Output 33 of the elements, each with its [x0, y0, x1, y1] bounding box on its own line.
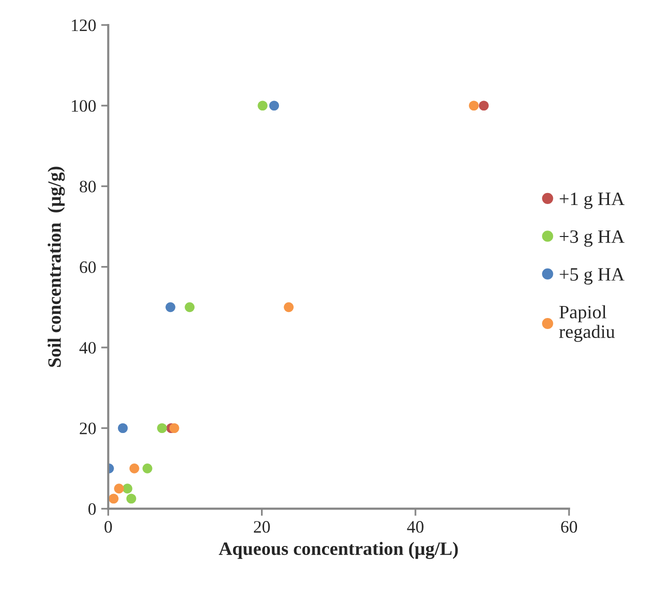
point: [157, 423, 167, 434]
point: [142, 464, 152, 474]
y-tick-label: 40: [79, 342, 96, 354]
y-tick-label: 60: [80, 261, 96, 274]
legend-label: Papiol regadiu: [559, 305, 615, 342]
y-tick-label: 80: [80, 180, 96, 192]
x-tick-label: 60: [561, 521, 578, 533]
point: [468, 100, 479, 111]
point: [284, 302, 294, 312]
point: [114, 484, 124, 494]
point: [126, 494, 136, 504]
x-tick-label: 0: [104, 521, 112, 533]
point: [169, 423, 180, 434]
x-axis-title: Aqueous concentration (µg/L): [218, 542, 458, 559]
point: [108, 494, 119, 504]
point: [118, 423, 128, 434]
y-tick-label: 100: [72, 100, 96, 112]
point: [269, 100, 280, 111]
x-tick-label: 40: [407, 521, 424, 533]
legend-label: +5 g HA: [560, 268, 625, 285]
point: [129, 464, 140, 474]
y-tick-label: 120: [72, 19, 96, 32]
y-tick-label: 20: [80, 422, 96, 434]
point: [184, 302, 195, 312]
point: [166, 302, 176, 312]
y-axis-title: Soil concentration (µg/g): [48, 166, 65, 367]
point: [122, 484, 132, 494]
point: [258, 100, 268, 111]
legend-label: +3 g HA: [560, 230, 625, 247]
y-tick-label: 0: [88, 503, 96, 515]
legend-label: +1 g HA: [560, 192, 625, 210]
x-tick-label: 20: [254, 521, 270, 533]
point: [478, 100, 489, 111]
